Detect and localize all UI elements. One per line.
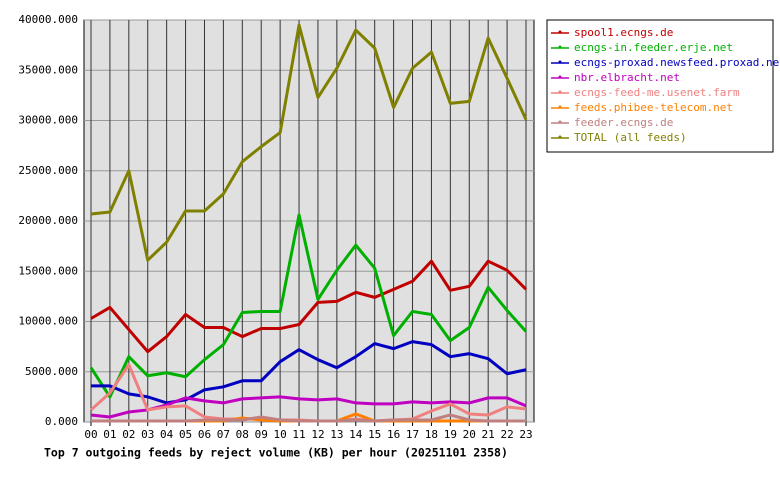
legend-label: spool1.ecngs.de [574,26,673,39]
x-tick-label: 14 [349,428,363,441]
x-tick-label: 17 [406,428,419,441]
x-tick-label: 10 [274,428,287,441]
x-tick-label: 06 [198,428,211,441]
x-tick-label: 09 [255,428,268,441]
y-tick-label: 35000.000 [18,63,78,76]
series-line [89,213,528,399]
y-tick-label: 20000.000 [18,214,78,227]
y-tick-label: 5000.000 [25,365,78,378]
chart-title: Top 7 outgoing feeds by reject volume (K… [44,446,508,460]
x-tick-label: 12 [311,428,324,441]
x-tick-label: 16 [387,428,400,441]
legend-label: ecngs-proxad.newsfeed.proxad.net [574,56,780,69]
legend-label: TOTAL (all feeds) [574,131,687,144]
x-tick-label: 00 [84,428,97,441]
legend-label: feeder.ecngs.de [574,116,673,129]
x-tick-label: 22 [500,428,513,441]
y-tick-label: 15000.000 [18,264,78,277]
series-line [90,259,528,354]
legend-marker [558,135,562,139]
y-tick-label: 0.000 [45,415,78,428]
legend-label: feeds.phibee-telecom.net [574,101,733,114]
x-tick-label: 15 [368,428,381,441]
x-tick-label: 04 [160,428,174,441]
x-tick-label: 18 [425,428,438,441]
series-line [91,340,527,405]
y-tick-label: 30000.000 [18,114,78,127]
y-tick-label: 10000.000 [18,315,78,328]
legend-marker [558,60,562,64]
x-tick-label: 03 [141,428,154,441]
x-tick-label: 05 [179,428,192,441]
x-tick-label: 21 [482,428,495,441]
x-tick-label: 13 [330,428,343,441]
legend-marker [558,105,562,109]
series-line [90,23,528,262]
x-tick-label: 23 [519,428,532,441]
y-tick-label: 25000.000 [18,164,78,177]
x-tick-label: 08 [236,428,249,441]
legend-label: nbr.elbracht.net [574,71,680,84]
series-line [90,395,527,419]
legend-box [546,19,774,153]
x-tick-label: 19 [444,428,457,441]
x-tick-label: 11 [292,428,305,441]
legend-label: ecngs-feed-me.usenet.farm [574,86,740,99]
series-line [91,413,526,423]
legend-marker [558,90,562,94]
x-tick-label: 01 [103,428,116,441]
legend-marker [558,45,562,49]
legend-label: ecngs-in.feeder.erje.net [574,41,733,54]
legend-marker [558,120,562,124]
y-tick-label: 40000.000 [18,13,78,26]
legend-marker [558,30,562,34]
legend-marker [558,75,562,79]
x-tick-label: 07 [217,428,230,441]
x-tick-label: 02 [122,428,135,441]
x-tick-label: 20 [463,428,476,441]
